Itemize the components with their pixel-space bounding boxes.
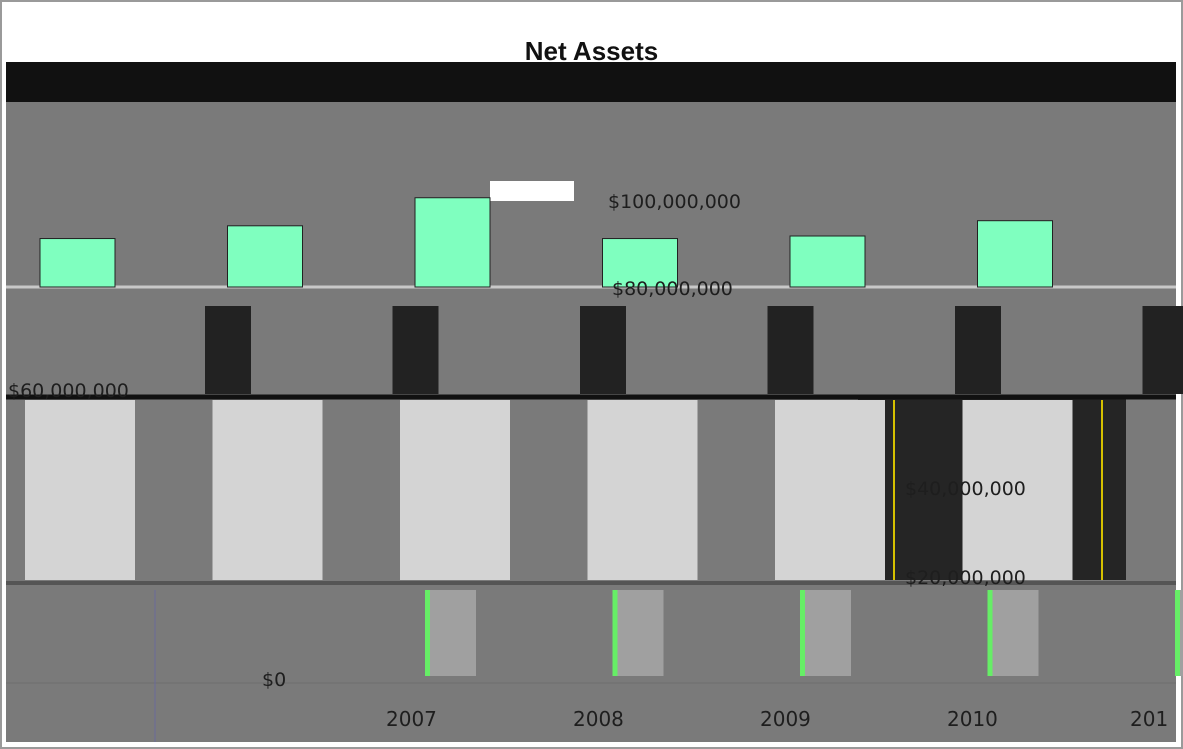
bar-light-2008 [400,400,510,580]
bar-low-accent-2008 [800,590,805,676]
y-tick-label: $20,000,000 [905,567,1026,589]
bar-dark-2007 [392,306,439,394]
bar-dark-2011 [1142,306,1183,394]
bar-top-2011 [977,220,1053,288]
chart-title: Net Assets [524,36,659,66]
bar-low-2008 [803,590,851,676]
bar-dark-2009 [767,306,814,394]
bar-top-2006 [39,238,116,288]
y-tick-label: $80,000,000 [612,278,733,300]
y-tick-label: $100,000,000 [608,191,741,213]
glitch-band-top [6,62,1176,102]
y-axis-ticks: $0 $20,000,000 $40,000,000 $60,000,000 $80,0… [8,191,1026,691]
bar-low-2007 [615,590,664,676]
bar-top-2009 [602,238,678,288]
bar-low-2006 [428,590,476,676]
x-tick-label: 201 [1130,707,1168,731]
bar-top-2007 [227,225,303,288]
white-artifact [490,181,574,201]
bar-light-2010 [775,400,885,580]
x-tick-label: 2008 [573,707,624,731]
bar-dark-2008 [580,306,626,394]
x-tick-label: 2007 [386,707,437,731]
y-tick-label: $0 [262,669,286,691]
bar-low-accent-2006 [425,590,430,676]
bar-light-2011 [962,400,1073,580]
y-tick-label: $60,000,000 [8,380,129,402]
bars-dark-row [205,306,1183,394]
bar-low-accent-2007 [612,590,618,676]
bar-light-2009 [587,400,698,580]
bar-top-2008 [414,197,491,288]
bar-low-accent-2010 [1175,590,1180,676]
bars-top-row [39,197,1053,288]
x-tick-label: 2010 [947,707,998,731]
bar-low-2010 [1178,590,1183,676]
y-tick-label: $40,000,000 [905,478,1026,500]
x-tick-label: 2009 [760,707,811,731]
bar-dark-2006 [205,306,251,394]
bar-low-accent-2009 [987,590,993,676]
bars-low-row [425,590,1183,676]
x-axis-ticks: 2007 2008 2009 2010 201 [386,707,1168,731]
bar-light-2007 [212,400,323,580]
bar-light-2006 [25,400,135,580]
bar-low-2009 [990,590,1039,676]
bars-light-row [25,400,1073,580]
bar-dark-2010 [955,306,1001,394]
bar-top-2010 [789,235,866,288]
